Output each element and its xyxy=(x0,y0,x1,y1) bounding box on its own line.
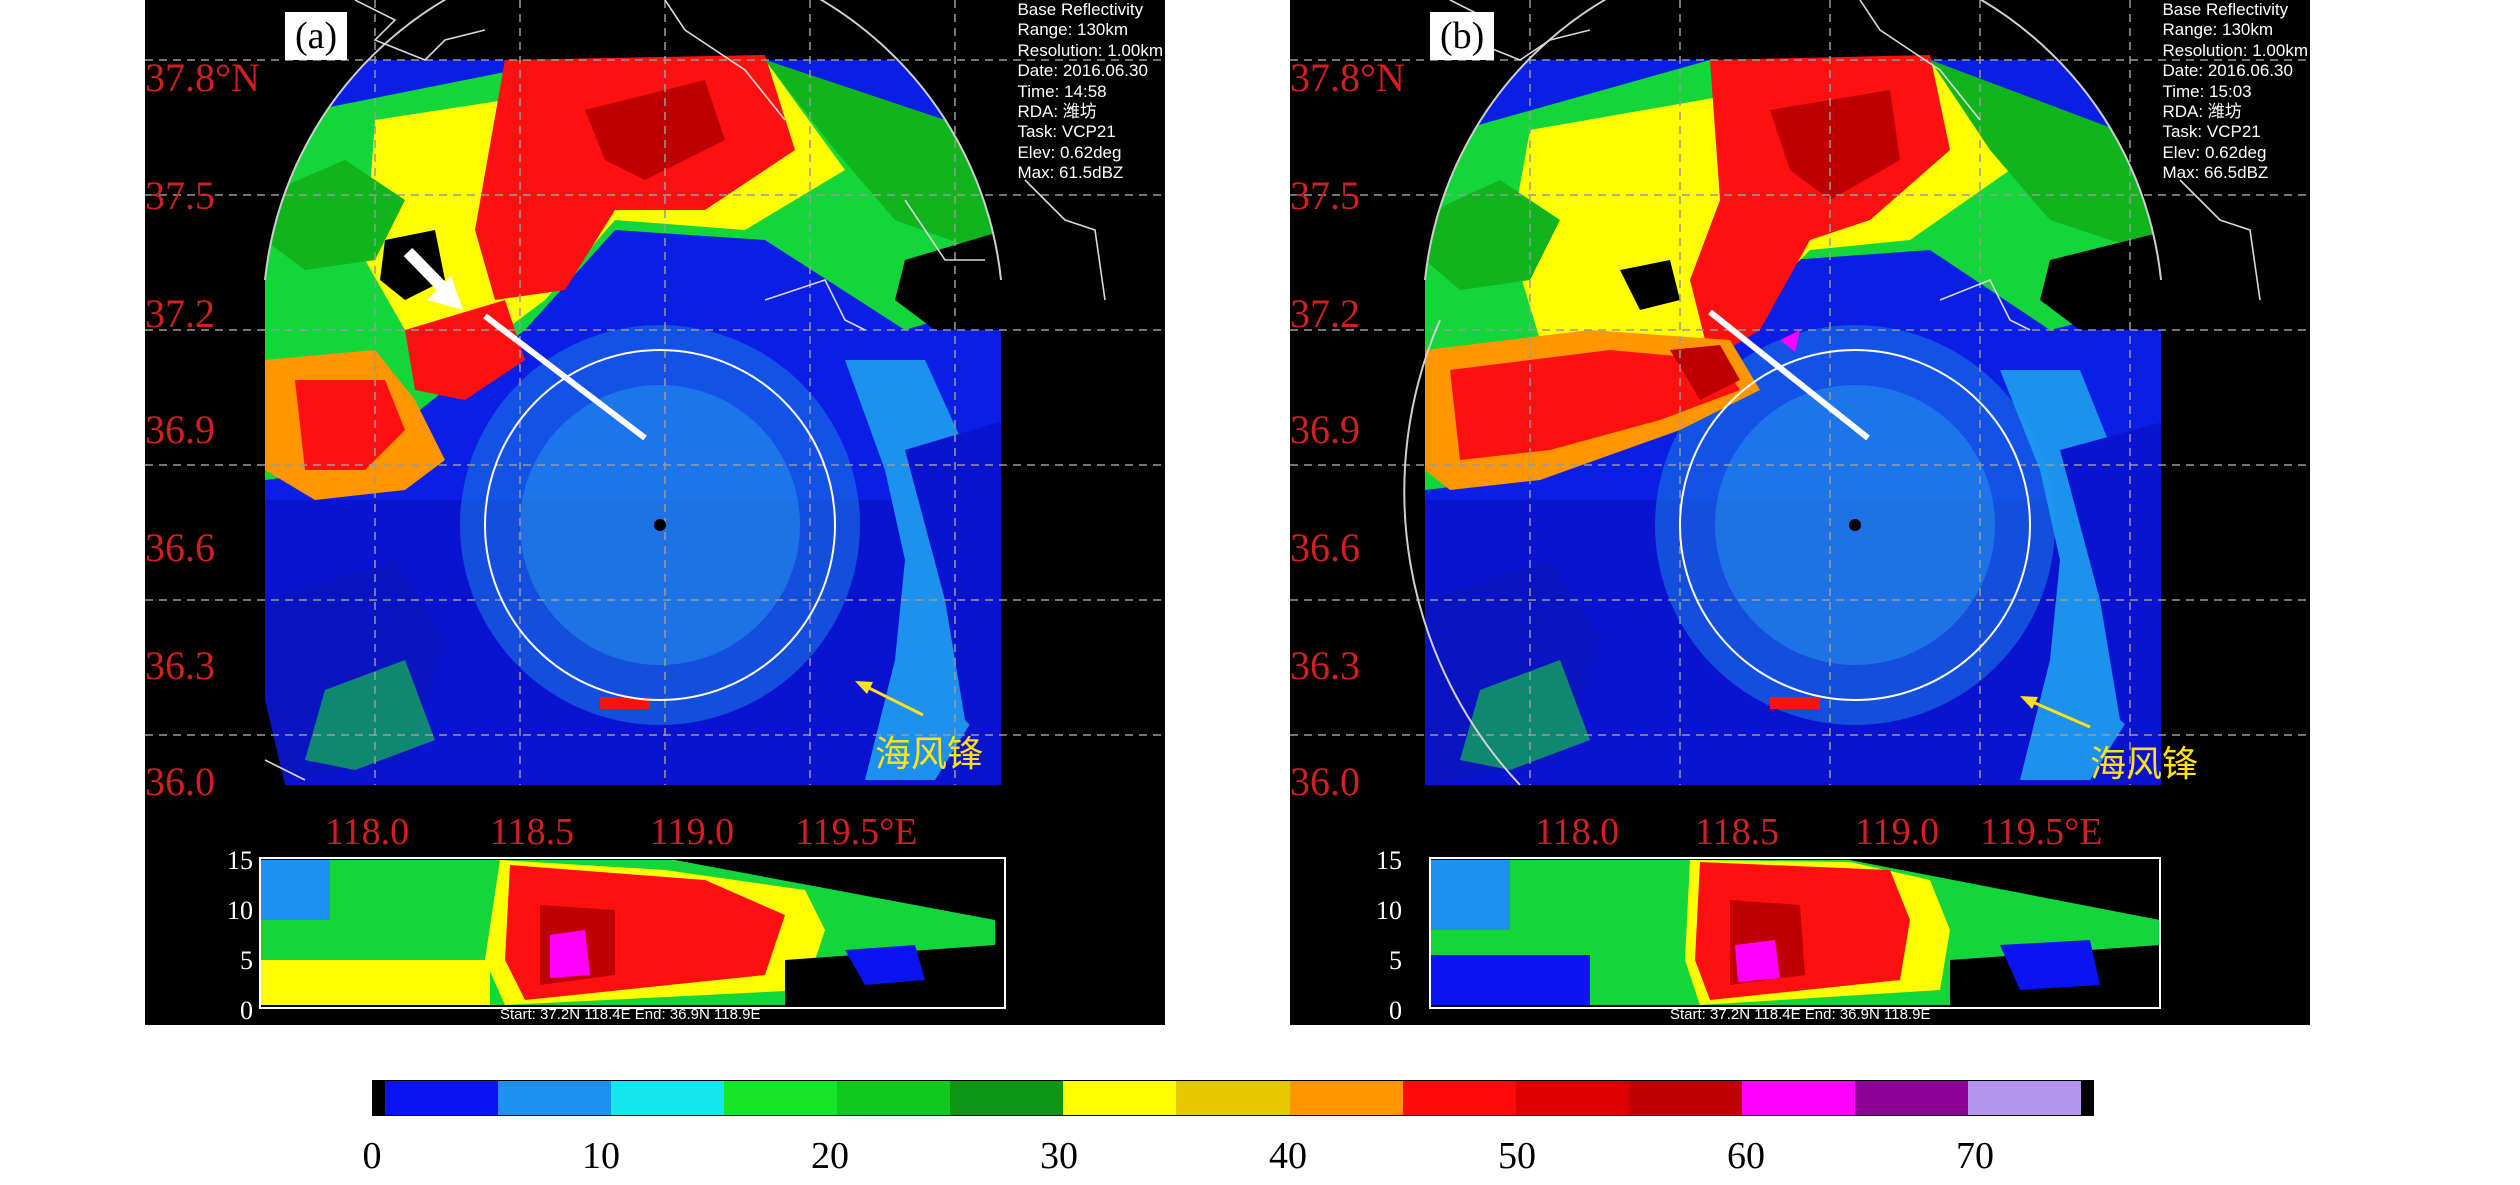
sea-breeze-front-label: 海风锋 xyxy=(875,734,984,775)
xsec-y-tick: 5 xyxy=(1389,946,1402,975)
radar-info-a: Base Reflectivity Range: 130km Resolutio… xyxy=(1017,0,1163,183)
colorbar-segment xyxy=(1176,1081,1290,1115)
radar-panel-b: (b) Base Reflectivity Range: 130km Resol… xyxy=(1290,0,2310,1025)
lat-label: 36.6 xyxy=(145,525,215,570)
colorbar-segment xyxy=(498,1081,612,1115)
colorbar-tick: 70 xyxy=(1956,1135,1994,1177)
lat-label: 36.0 xyxy=(145,759,215,804)
lat-label: 36.3 xyxy=(145,643,215,688)
radar-map-a xyxy=(145,0,1165,1009)
lat-label: 36.9 xyxy=(1290,407,1360,452)
reflectivity-colorbar xyxy=(372,1080,2094,1116)
colorbar-segment xyxy=(1289,1081,1403,1115)
colorbar-segment xyxy=(373,1081,385,1115)
lat-label: 36.0 xyxy=(1290,759,1360,804)
lon-label: 119.5°E xyxy=(1980,811,2103,853)
lat-label: 37.2 xyxy=(1290,291,1360,336)
lat-label: 37.5 xyxy=(145,173,215,218)
colorbar-segment xyxy=(385,1081,499,1115)
sea-breeze-front-label: 海风锋 xyxy=(2090,744,2199,785)
colorbar-segment xyxy=(611,1081,725,1115)
colorbar-segment xyxy=(837,1081,951,1115)
radar-info-b: Base Reflectivity Range: 130km Resolutio… xyxy=(2162,0,2308,183)
lat-label: 37.8°N xyxy=(145,55,260,100)
xsec-y-tick: 15 xyxy=(227,846,253,875)
lat-label: 37.8°N xyxy=(1290,55,1405,100)
colorbar-segment xyxy=(1854,1081,1968,1115)
colorbar-segment xyxy=(1628,1081,1742,1115)
lat-label: 37.5 xyxy=(1290,173,1360,218)
colorbar-segment xyxy=(1515,1081,1629,1115)
xsec-y-tick: 10 xyxy=(1376,896,1402,925)
lon-label: 118.0 xyxy=(1535,811,1620,853)
lon-label: 119.0 xyxy=(1855,811,1940,853)
colorbar-tick: 10 xyxy=(582,1135,620,1177)
colorbar-segment xyxy=(950,1081,1064,1115)
colorbar-segment xyxy=(1741,1081,1855,1115)
xsec-caption-b: Start: 37.2N 118.4E End: 36.9N 118.9E xyxy=(1670,1006,1931,1023)
lon-label: 119.5°E xyxy=(795,811,918,853)
xsec-caption-a: Start: 37.2N 118.4E End: 36.9N 118.9E xyxy=(500,1006,761,1023)
colorbar-tick: 0 xyxy=(362,1135,382,1177)
lon-label: 118.5 xyxy=(490,811,575,853)
colorbar-tick: 50 xyxy=(1498,1135,1536,1177)
panel-label-b: (b) xyxy=(1430,12,1495,60)
radar-panel-a: (a) Base Reflectivity Range: 130km Resol… xyxy=(145,0,1165,1025)
lat-label: 36.6 xyxy=(1290,525,1360,570)
lat-label: 37.2 xyxy=(145,291,215,336)
colorbar-tick: 40 xyxy=(1269,1135,1307,1177)
colorbar-tick: 30 xyxy=(1040,1135,1078,1177)
xsec-y-tick: 0 xyxy=(1389,996,1402,1025)
colorbar-segment xyxy=(1967,1081,2081,1115)
xsec-y-tick: 15 xyxy=(1376,846,1402,875)
xsec-y-tick: 5 xyxy=(240,946,253,975)
lat-label: 36.3 xyxy=(1290,643,1360,688)
lon-label: 119.0 xyxy=(650,811,735,853)
lon-label: 118.0 xyxy=(325,811,410,853)
lat-label: 36.9 xyxy=(145,407,215,452)
colorbar-segment xyxy=(724,1081,838,1115)
panel-label-a: (a) xyxy=(285,12,348,60)
xsec-y-tick: 0 xyxy=(240,996,253,1025)
colorbar-tick: 20 xyxy=(811,1135,849,1177)
colorbar-tick: 60 xyxy=(1727,1135,1765,1177)
colorbar-segment xyxy=(1063,1081,1177,1115)
colorbar-segment xyxy=(2080,1081,2093,1115)
radar-map-b xyxy=(1290,0,2310,1009)
colorbar-segment xyxy=(1402,1081,1516,1115)
lon-label: 118.5 xyxy=(1695,811,1780,853)
xsec-y-tick: 10 xyxy=(227,896,253,925)
